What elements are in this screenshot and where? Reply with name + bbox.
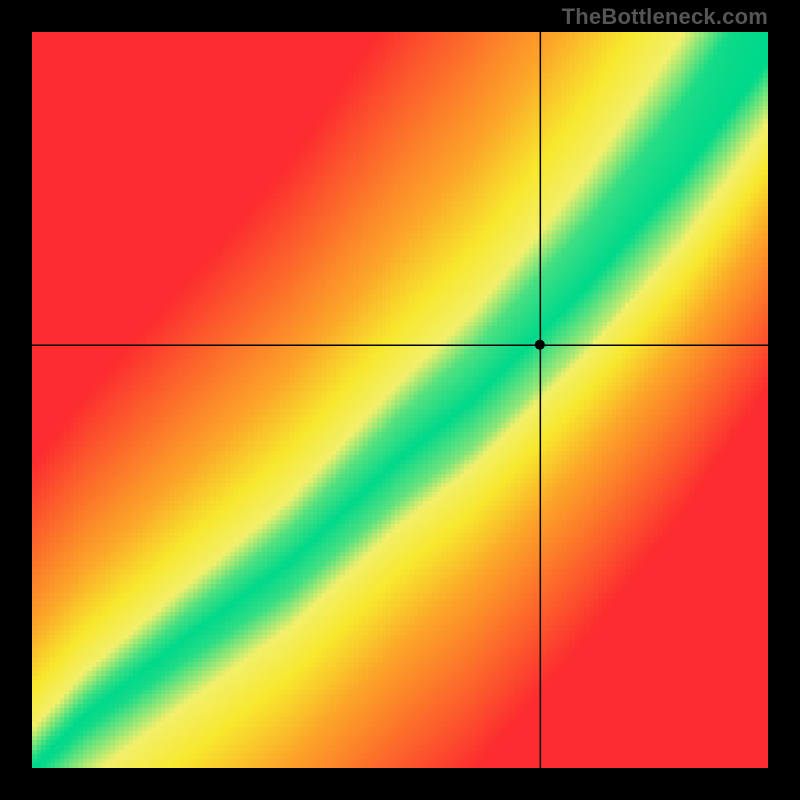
chart-container: { "watermark": { "text": "TheBottleneck.…	[0, 0, 800, 800]
watermark-text: TheBottleneck.com	[562, 4, 768, 30]
heatmap-canvas	[32, 32, 768, 768]
heatmap-plot-area	[32, 32, 768, 768]
